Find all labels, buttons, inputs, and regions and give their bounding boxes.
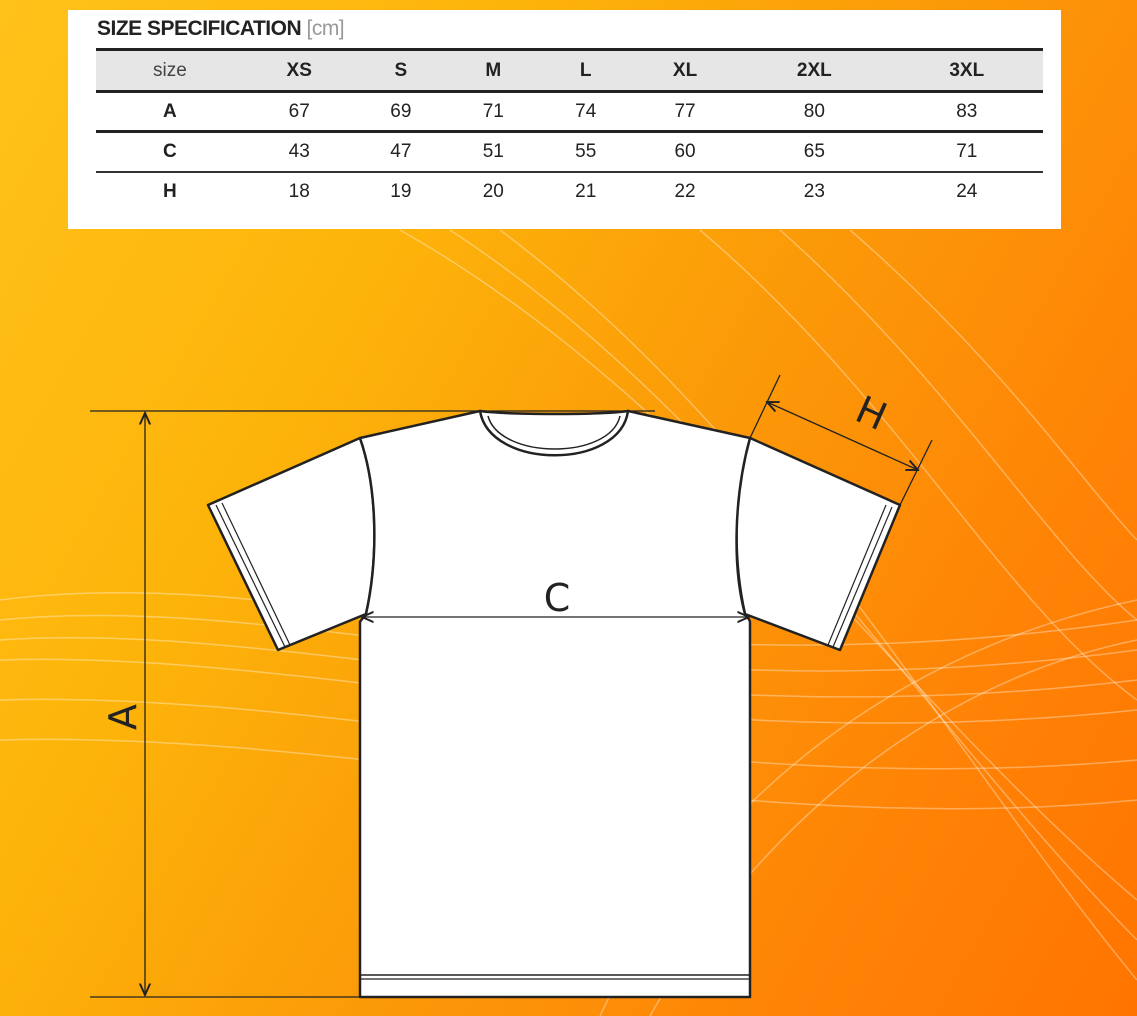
cell: 55 <box>575 140 597 162</box>
size-table: size XS S M L XL 2XL 3XL A 67 69 71 74 7… <box>96 48 1043 212</box>
cell: 77 <box>674 100 696 122</box>
cell: 22 <box>674 181 696 202</box>
cell: 80 <box>803 100 825 122</box>
unit-label: [cm] <box>306 17 345 40</box>
body <box>358 409 752 999</box>
cell: 47 <box>390 140 412 162</box>
cell: 71 <box>956 140 978 162</box>
dimension-h-label: H <box>849 387 893 439</box>
dimension-h-line <box>767 402 918 470</box>
cell: 43 <box>288 140 310 162</box>
cell: 23 <box>803 181 825 202</box>
dimension-a-label: A <box>101 704 145 730</box>
header-l: L <box>579 59 592 81</box>
cell: 51 <box>482 140 504 162</box>
size-spec-title: SIZE SPECIFICATION [cm] <box>97 17 345 40</box>
dimension-c-label: C <box>544 576 571 620</box>
header-2xl: 2XL <box>796 59 832 81</box>
table-row-h: H 18 19 20 21 22 23 24 <box>96 172 1043 212</box>
header-size: size <box>152 59 187 81</box>
header-xs: XS <box>286 59 312 81</box>
right-sleeve <box>735 436 902 652</box>
cell: 24 <box>956 181 978 202</box>
cell: 65 <box>803 140 825 162</box>
table-row-a: A 67 69 71 74 77 80 83 <box>96 92 1043 132</box>
table-row-c: C 43 47 51 55 60 65 71 <box>96 132 1043 172</box>
header-xl: XL <box>672 59 698 81</box>
cell: 71 <box>482 100 504 122</box>
collar <box>478 409 630 457</box>
row-label: C <box>163 140 177 162</box>
header-3xl: 3XL <box>949 59 985 81</box>
header-m: M <box>485 59 502 81</box>
cell: 83 <box>956 100 978 122</box>
dimension-lines <box>90 374 933 998</box>
row-label: H <box>163 181 177 202</box>
tshirt-outline <box>206 409 902 999</box>
left-sleeve <box>206 436 376 652</box>
row-label: A <box>163 100 177 122</box>
cell: 67 <box>288 100 310 122</box>
table-header-row: size XS S M L XL 2XL 3XL <box>96 49 1043 92</box>
cell: 60 <box>674 140 696 162</box>
cell: 20 <box>482 181 504 202</box>
cell: 21 <box>575 181 597 202</box>
size-specification-card: SIZE SPECIFICATION [cm] size XS S M L XL… <box>68 10 1061 229</box>
header-s: S <box>394 59 408 81</box>
cell: 19 <box>390 181 412 202</box>
cell: 74 <box>575 100 597 122</box>
cell: 69 <box>390 100 412 122</box>
cell: 18 <box>288 181 310 202</box>
